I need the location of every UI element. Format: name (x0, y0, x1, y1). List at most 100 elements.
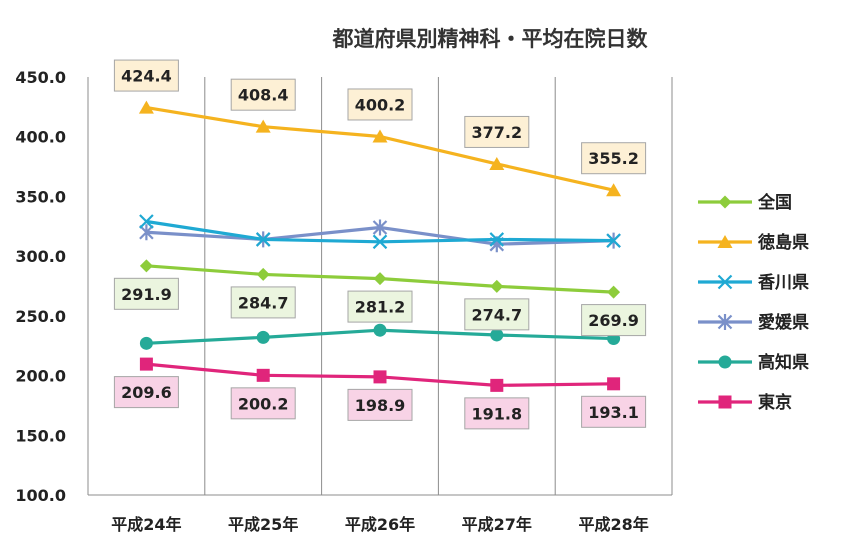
square-marker (718, 395, 732, 409)
x-tick-label: 平成26年 (345, 515, 415, 534)
data-label-box (347, 290, 413, 323)
data-label: 355.2 (588, 149, 639, 168)
series-愛媛県 (139, 219, 621, 253)
legend-label: 全国 (757, 192, 792, 213)
data-label: 400.2 (355, 95, 406, 114)
x-marker (255, 232, 271, 247)
triangle-marker (717, 235, 733, 248)
circle-marker (718, 355, 732, 369)
y-tick-label: 300.0 (15, 247, 66, 266)
y-tick-label: 200.0 (15, 367, 66, 386)
data-labels: 291.9 284.7 281.2 274.7 269.9 424.4 408.4 400.2… (113, 59, 647, 430)
legend-label: 東京 (758, 392, 792, 413)
x-axis-ticks: 平成24年 平成25年 平成26年 平成27年 平成28年 (111, 515, 648, 534)
legend-item-徳島県: 徳島県 (698, 232, 809, 253)
data-label: 408.4 (238, 86, 289, 105)
data-label: 198.9 (355, 396, 406, 415)
x-tick-label: 平成27年 (462, 515, 532, 534)
x-marker (489, 232, 505, 247)
y-tick-label: 400.0 (15, 128, 66, 147)
data-label-box (113, 59, 179, 92)
y-tick-label: 150.0 (15, 426, 66, 445)
data-label: 424.4 (121, 67, 172, 86)
triangle-marker (489, 156, 505, 170)
diamond-marker (718, 195, 732, 209)
data-label: 191.8 (471, 404, 522, 423)
series-高知県 (139, 323, 621, 350)
legend-item-愛媛県: 愛媛県 (698, 312, 809, 333)
y-tick-label: 250.0 (15, 307, 66, 326)
data-label-box (113, 277, 179, 310)
legend-item-香川県: 香川県 (698, 273, 809, 293)
series-group (138, 100, 622, 392)
data-label-box (230, 286, 296, 319)
legend-item-高知県: 高知県 (698, 352, 809, 373)
triangle-marker (606, 183, 622, 197)
circle-marker (139, 336, 153, 350)
legend-label: 愛媛県 (758, 312, 809, 333)
square-marker (139, 357, 153, 371)
x-marker (606, 233, 621, 248)
data-label-box (581, 395, 647, 428)
x-marker (372, 234, 388, 250)
data-label: 274.7 (471, 305, 522, 324)
star-marker (717, 314, 733, 330)
data-label-box (113, 376, 179, 409)
data-label-box (347, 388, 413, 421)
legend-label: 高知県 (758, 352, 809, 373)
data-label-box (230, 78, 296, 111)
data-label-box (464, 397, 530, 430)
triangle-marker (255, 119, 271, 133)
x-tick-label: 平成25年 (228, 515, 298, 534)
triangle-marker (372, 129, 388, 143)
legend-label: 徳島県 (757, 232, 809, 253)
series-全国 (139, 259, 621, 299)
y-tick-label: 100.0 (15, 486, 66, 505)
data-label: 193.1 (588, 403, 639, 422)
x-marker (717, 274, 733, 290)
data-label-box (464, 115, 530, 148)
square-marker (490, 378, 504, 392)
data-label: 377.2 (471, 123, 522, 142)
square-marker (256, 368, 270, 382)
triangle-marker (138, 100, 154, 114)
data-label: 200.2 (238, 394, 289, 413)
star-marker (372, 219, 388, 236)
y-tick-label: 450.0 (15, 68, 66, 87)
y-axis-ticks: 100.0 150.0 200.0 250.0 300.0 350.0 400.0 450.0 (15, 68, 66, 505)
diamond-marker (373, 272, 387, 286)
circle-marker (373, 323, 387, 337)
x-marker (139, 214, 154, 229)
star-marker (139, 224, 154, 241)
data-label: 281.2 (355, 298, 406, 317)
legend-item-全国: 全国 (698, 192, 792, 213)
data-label: 291.9 (121, 285, 172, 304)
grid-lines (204, 77, 556, 495)
series-徳島県 (138, 100, 622, 197)
data-label: 209.6 (121, 383, 172, 402)
data-label: 284.7 (238, 293, 289, 312)
diamond-marker (139, 259, 153, 273)
x-tick-label: 平成24年 (111, 515, 181, 534)
series-東京 (139, 357, 621, 392)
axes (87, 77, 673, 496)
circle-marker (490, 328, 504, 342)
legend-label: 香川県 (758, 273, 809, 293)
x-tick-label: 平成28年 (578, 515, 648, 534)
series-香川県 (139, 214, 621, 250)
legend-item-東京: 東京 (698, 392, 792, 413)
data-label-box (230, 387, 296, 420)
data-label-box (581, 304, 647, 337)
chart-title: 都道府県別精神科・平均在院日数 (332, 27, 649, 51)
diamond-marker (256, 267, 270, 281)
square-marker (373, 370, 387, 384)
diamond-marker (607, 285, 621, 299)
y-tick-label: 350.0 (15, 187, 66, 206)
diamond-marker (490, 279, 504, 293)
circle-marker (256, 330, 270, 344)
square-marker (607, 377, 621, 391)
data-label: 269.9 (588, 311, 639, 330)
data-label-box (581, 142, 647, 175)
